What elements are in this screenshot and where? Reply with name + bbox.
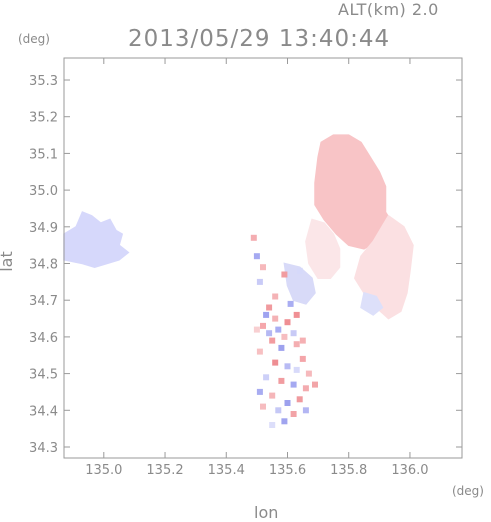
data-cell (250, 234, 257, 241)
data-cell (266, 304, 273, 311)
data-cell (290, 330, 297, 337)
y-tick-label: 34.5 (29, 368, 58, 383)
data-cell (293, 311, 300, 318)
data-cell (312, 381, 318, 388)
y-tick-label: 34.9 (29, 221, 58, 236)
y-tick-label: 34.6 (29, 331, 58, 346)
data-cell (281, 418, 288, 425)
data-cell (256, 388, 263, 395)
map-cells (250, 234, 318, 428)
x-tick-label: 135.2 (146, 463, 183, 478)
data-cell (284, 363, 291, 370)
data-cell (263, 374, 270, 381)
data-cell (296, 396, 303, 403)
data-cell (275, 407, 282, 414)
data-cell (299, 337, 306, 344)
data-cell (302, 385, 309, 392)
region-southeast-blue (360, 291, 384, 316)
x-axis-label: lon (254, 503, 279, 522)
data-cell (278, 377, 285, 384)
y-tick-label: 35.1 (29, 147, 58, 162)
data-cell (256, 278, 263, 285)
data-cell (253, 326, 260, 333)
data-cell (272, 359, 279, 366)
data-cell (305, 370, 312, 377)
data-cell (269, 392, 276, 399)
y-tick-label: 35.3 (29, 74, 58, 89)
altitude-label: ALT(km) (338, 0, 407, 19)
y-tick-label: 35.0 (29, 184, 58, 199)
x-tick-label: 135.8 (330, 463, 367, 478)
x-tick-label: 135.6 (269, 463, 306, 478)
data-cell (290, 411, 297, 417)
data-cell (272, 315, 279, 322)
data-cell (287, 300, 294, 307)
data-cell (263, 311, 270, 318)
y-ticks: 34.3 34.4 34.5 34.6 34.7 34.8 34.9 35.0 35.1 35.2… (29, 74, 462, 456)
region-west-blue (63, 211, 130, 268)
data-cell (296, 267, 303, 274)
data-cell (266, 330, 273, 337)
region-east-pale-red (353, 214, 414, 320)
data-cell (299, 355, 306, 362)
x-tick-label: 135.4 (208, 463, 245, 478)
data-cell (272, 293, 279, 300)
data-cell (293, 366, 300, 373)
data-cell (284, 319, 291, 326)
y-tick-label: 34.8 (29, 258, 58, 273)
timestamp: 2013/05/29 13:40:44 (128, 26, 391, 52)
data-cell (284, 400, 291, 406)
data-cell (281, 271, 288, 278)
data-cell (293, 341, 300, 348)
altitude-readout: ALT(km) 2.0 (338, 0, 439, 19)
data-cell (278, 344, 285, 351)
data-cell (260, 403, 266, 410)
y-tick-label: 34.7 (29, 294, 58, 309)
data-cell (260, 264, 266, 271)
data-cell (281, 333, 288, 340)
x-tick-label: 135.0 (85, 463, 122, 478)
y-tick-label: 34.3 (29, 441, 58, 456)
region-mid-pale-red (305, 218, 341, 279)
data-cell (269, 337, 276, 344)
altitude-value: 2.0 (411, 0, 439, 19)
x-tick-label: 136.0 (391, 463, 428, 478)
data-cell (302, 407, 309, 414)
data-cell (253, 253, 260, 260)
map-regions (63, 134, 414, 320)
x-ticks: 135.0 135.2 135.4 135.6 135.8 136.0 (85, 58, 429, 478)
data-cell (290, 381, 297, 388)
y-tick-label: 35.2 (29, 111, 58, 126)
x-axis-unit: (deg) (452, 484, 484, 498)
data-cell (269, 422, 276, 428)
y-axis-unit: (deg) (18, 32, 50, 46)
data-cell (256, 348, 263, 355)
data-cell (260, 322, 266, 329)
plot-frame (63, 57, 463, 459)
y-tick-label: 34.4 (29, 404, 58, 419)
data-cell (275, 326, 282, 333)
